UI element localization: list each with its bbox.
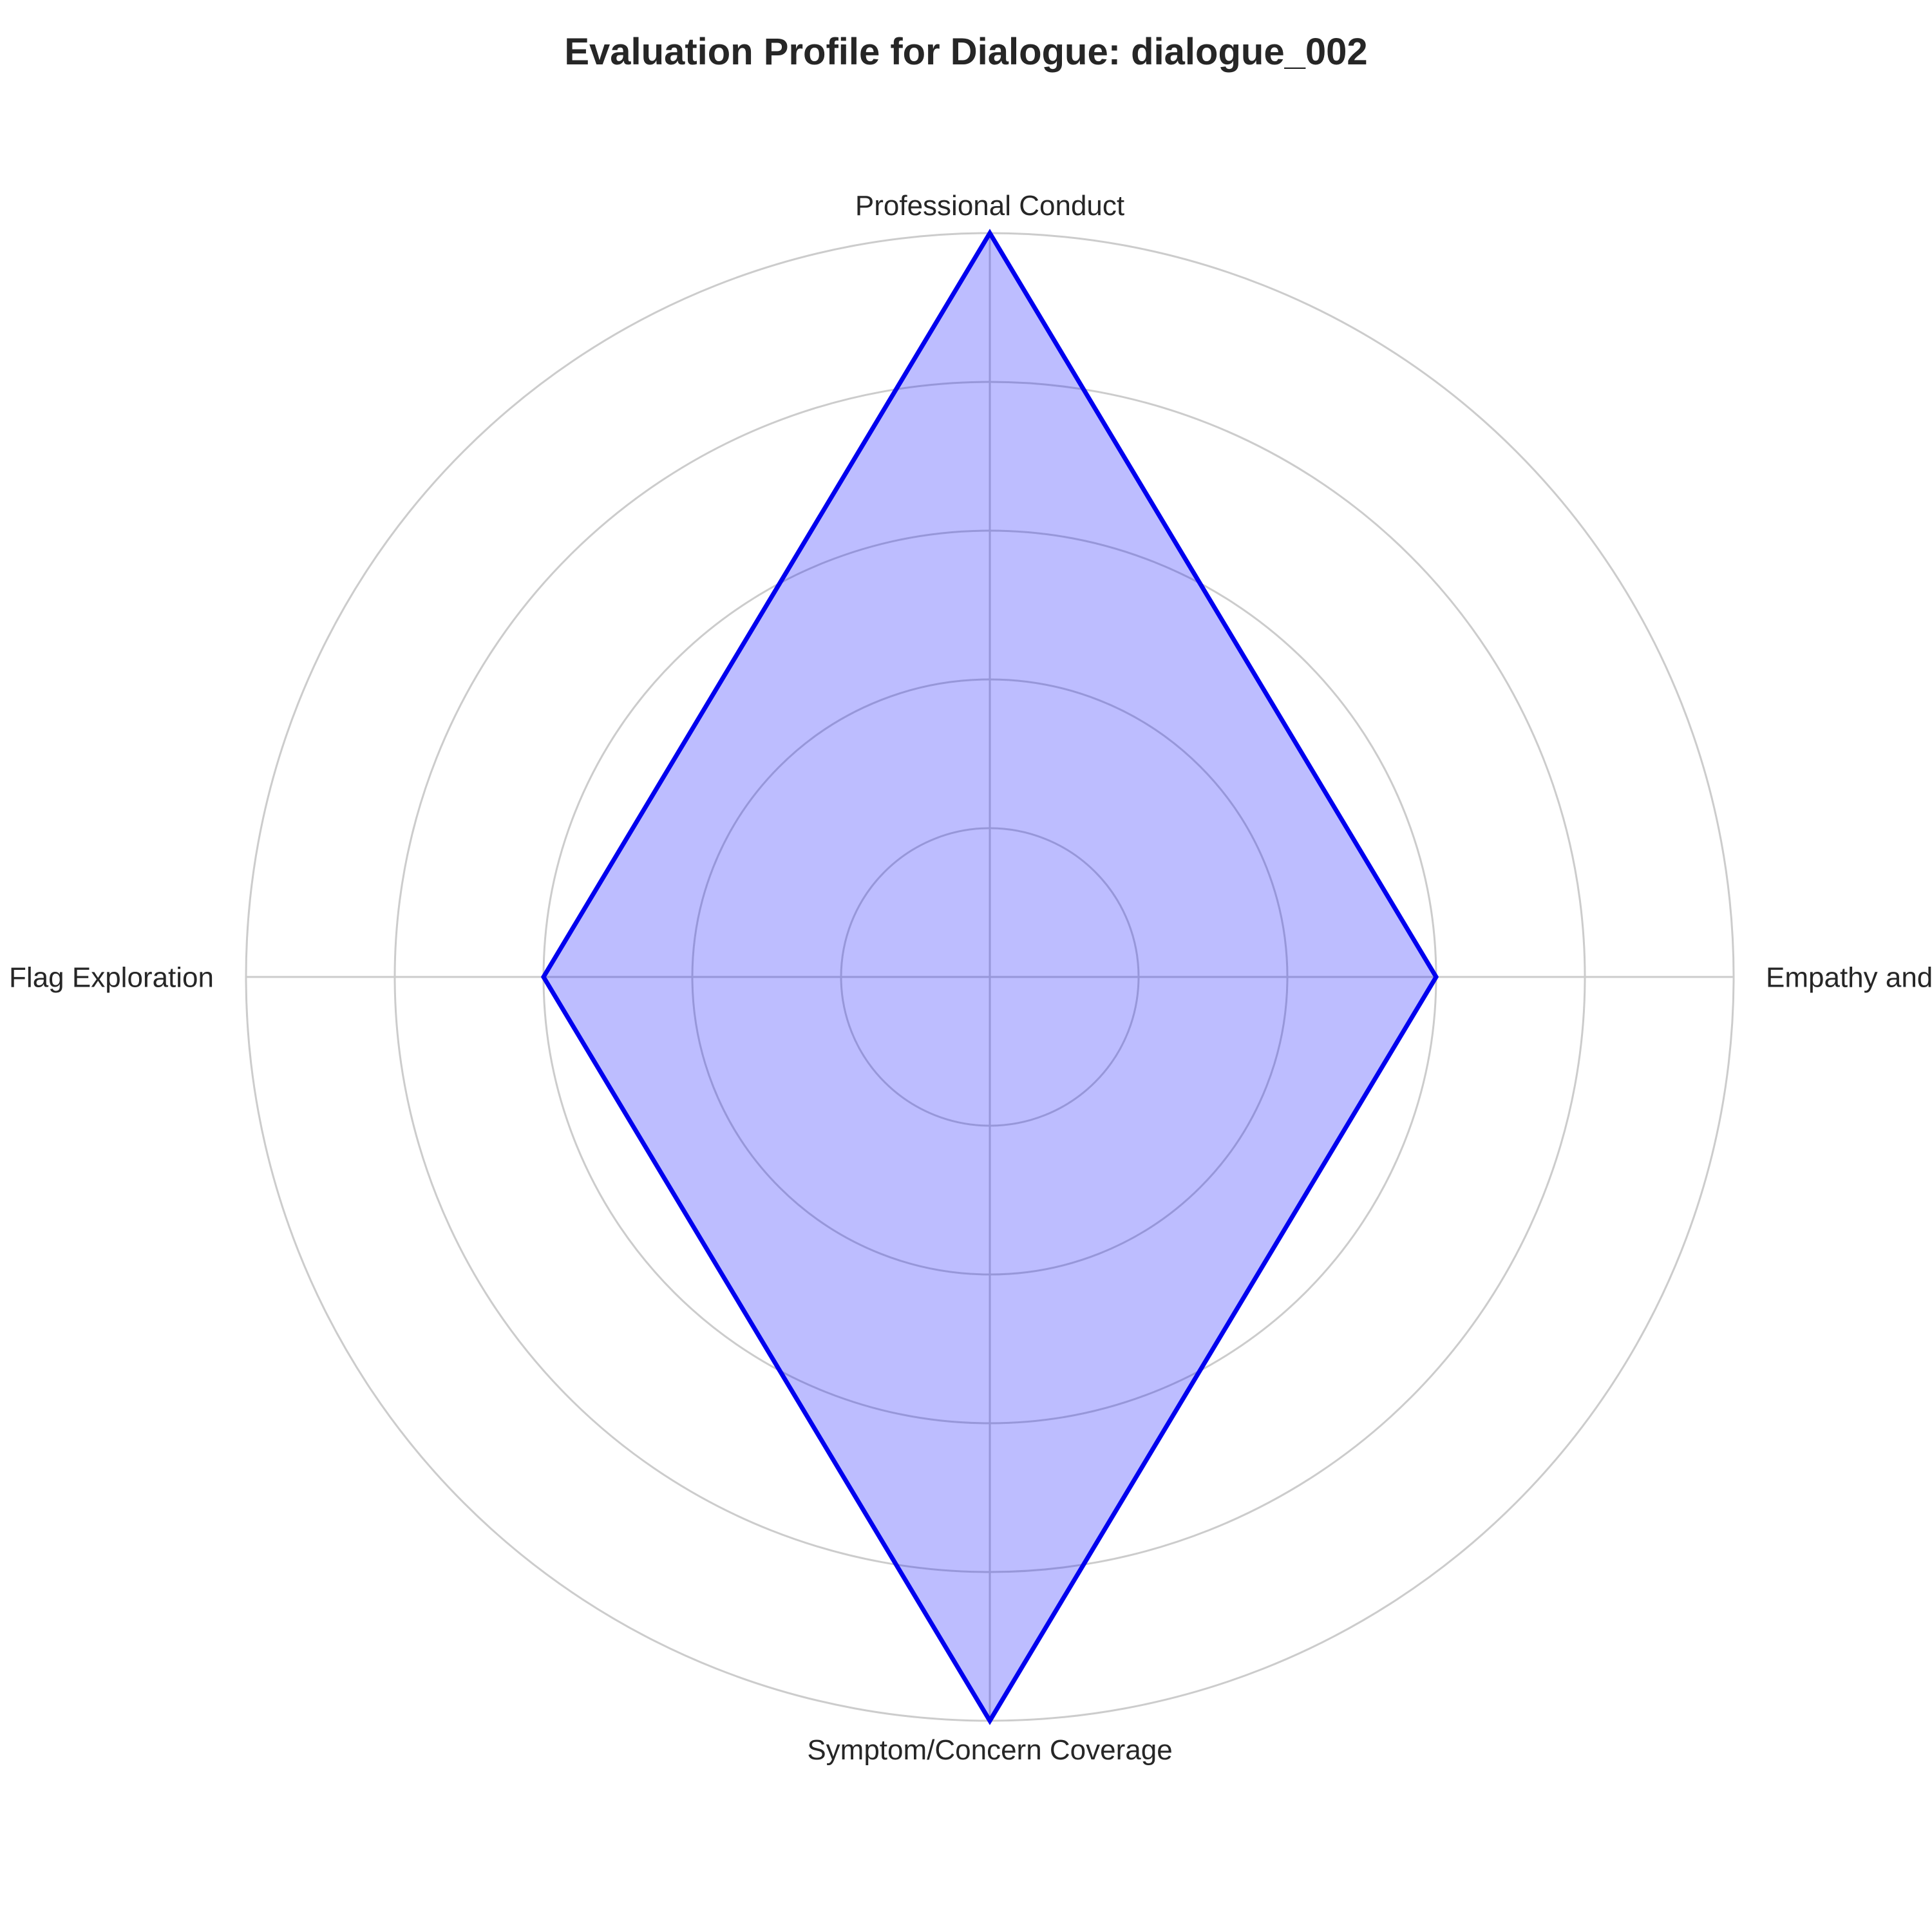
axis-label-1: Professional Conduct xyxy=(855,190,1124,222)
data-point-2 xyxy=(1435,976,1437,978)
data-point-4 xyxy=(543,976,544,978)
axis-label-4: Risk Factor/Red Flag Exploration xyxy=(0,961,214,993)
axis-label-3: Symptom/Concern Coverage xyxy=(807,1734,1172,1766)
axis-labels: Professional Conduct Empathy and Active L… xyxy=(0,190,1932,1766)
series-line xyxy=(540,229,1439,1725)
data-point-3 xyxy=(989,1720,990,1721)
data-point-1 xyxy=(989,232,990,234)
radar-data xyxy=(540,229,1439,1725)
series-fill xyxy=(544,233,1436,1721)
chart-title: Evaluation Profile for Dialogue: dialogu… xyxy=(564,31,1367,73)
axis-label-2: Empathy and Active Listening xyxy=(1766,961,1932,993)
